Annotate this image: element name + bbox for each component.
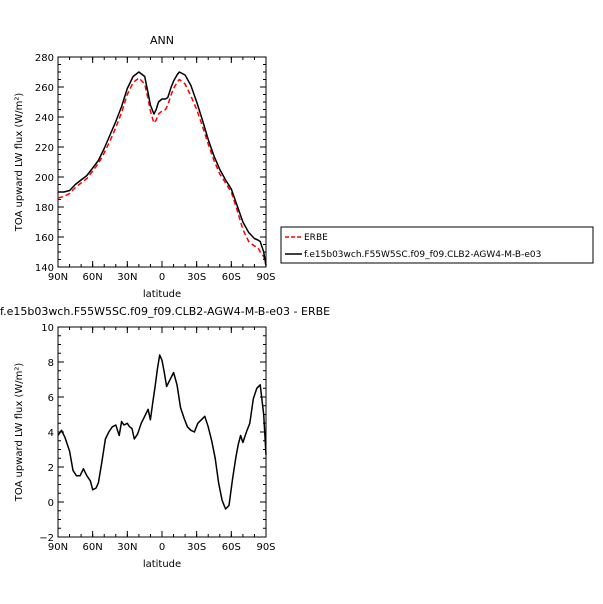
y-tick-label: 280	[35, 53, 54, 64]
x-tick-label: 30N	[117, 272, 137, 283]
y-axis-label: TOA upward LW flux (W/m²)	[14, 93, 25, 233]
x-tick-label: 90S	[256, 542, 275, 553]
plot-frame	[57, 56, 267, 268]
legend-label-1: ERBE	[304, 233, 328, 243]
x-tick-label: 90N	[48, 272, 68, 283]
x-tick-label: 30N	[117, 542, 137, 553]
y-tick-label: 200	[35, 173, 54, 184]
chart-2: 90N 60N 30N 0 30S 60S 90S −2 0 2 4 6 8 10 f.e15b03wch.…	[0, 305, 330, 570]
x-tick-label: 60N	[83, 542, 103, 553]
legend: ERBE f.e15b03wch.F55W5SC.f09_f09.CLB2-AGW…	[280, 226, 594, 264]
y-tick-label: 4	[48, 428, 54, 439]
y-tick-label: 180	[35, 203, 54, 214]
legend-label-2: f.e15b03wch.F55W5SC.f09_f09.CLB2-AGW4-M-…	[304, 250, 541, 260]
y-tick-label: 260	[35, 83, 54, 94]
x-axis-label: latitude	[143, 289, 181, 300]
x-axis-label: latitude	[143, 559, 181, 570]
series-line-1	[57, 354, 267, 510]
series-line-1	[57, 77, 267, 266]
x-tick-label: 60S	[222, 542, 241, 553]
y-tick-label: 6	[48, 393, 54, 404]
y-tick-label: −2	[39, 533, 54, 544]
x-tick-label: 30S	[187, 542, 206, 553]
x-tick-label: 30S	[187, 272, 206, 283]
x-tick-label: 90S	[256, 272, 275, 283]
x-tick-label: 60S	[222, 272, 241, 283]
y-tick-label: 220	[35, 143, 54, 154]
y-tick-label: 160	[35, 233, 54, 244]
y-tick-label: 240	[35, 113, 54, 124]
chart-title: ANN	[150, 34, 174, 47]
chart-1: 90N 60N 30N 0 30S 60S 90S 140 160 180 200 220 240 260…	[14, 34, 594, 300]
y-tick-label: 10	[41, 323, 54, 334]
y-axis-label: TOA upward LW flux (W/m²)	[14, 363, 25, 503]
y-tick-label: 0	[48, 498, 54, 509]
x-tick-label: 60N	[83, 272, 103, 283]
x-tick-label: 90N	[48, 542, 68, 553]
x-tick-label: 0	[159, 272, 165, 283]
y-tick-label: 140	[35, 263, 54, 274]
x-tick-label: 0	[159, 542, 165, 553]
chart-title: f.e15b03wch.F55W5SC.f09_f09.CLB2-AGW4-M-…	[0, 305, 330, 318]
y-tick-label: 8	[48, 358, 54, 369]
legend-box	[280, 226, 594, 264]
series-line-2	[58, 71, 267, 266]
y-tick-label: 2	[48, 463, 54, 474]
